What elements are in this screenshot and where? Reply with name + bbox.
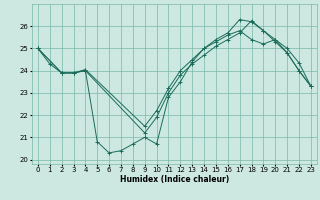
X-axis label: Humidex (Indice chaleur): Humidex (Indice chaleur) [120, 175, 229, 184]
